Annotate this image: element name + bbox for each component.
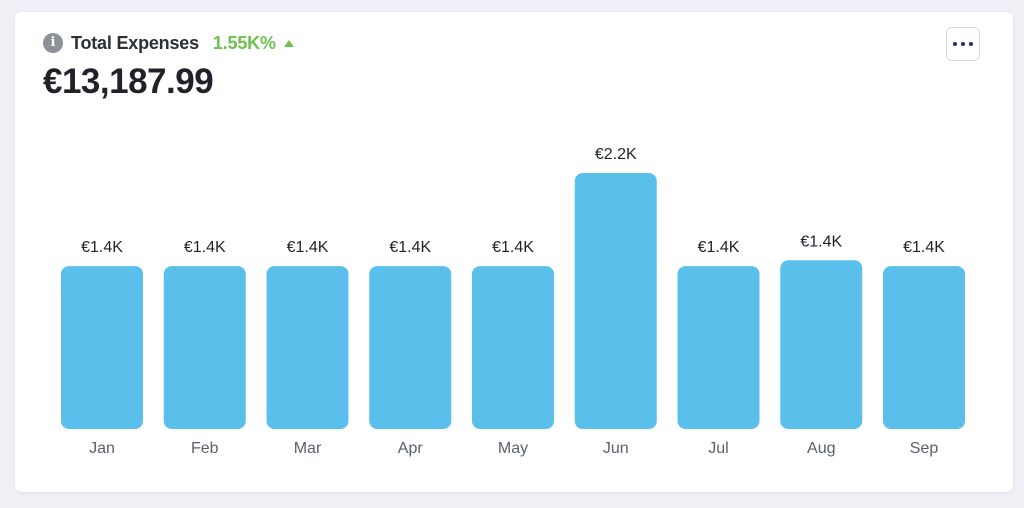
expenses-bar-chart: €1.4K Jan €1.4K Feb €1.4K Mar €1.4K Apr €1.4K May… (61, 146, 965, 457)
total-expenses-card: i Total Expenses 1.55K% €13,187.99 €1.4K… (15, 12, 1013, 492)
data-label-may: €1.4K (492, 239, 534, 256)
bar-jan[interactable] (61, 266, 143, 429)
data-label-jun: €2.2K (595, 146, 637, 163)
card-header: i Total Expenses 1.55K% (43, 30, 294, 56)
info-icon[interactable]: i (43, 33, 63, 53)
x-tick-sep: Sep (910, 440, 939, 457)
data-label-feb: €1.4K (184, 239, 226, 256)
x-tick-jul: Jul (708, 440, 728, 457)
data-label-aug: €1.4K (800, 233, 842, 250)
more-horizontal-icon (953, 42, 957, 46)
bar-feb[interactable] (163, 266, 246, 429)
trend-up-icon (283, 39, 294, 47)
bar-aug[interactable] (780, 260, 863, 429)
card-title: Total Expenses (71, 32, 199, 53)
x-tick-jan: Jan (89, 440, 115, 457)
more-dot (961, 42, 965, 46)
bar-apr[interactable] (369, 266, 452, 429)
x-tick-feb: Feb (191, 440, 219, 457)
data-label-mar: €1.4K (287, 239, 329, 256)
x-tick-apr: Apr (398, 440, 424, 457)
data-label-jul: €1.4K (698, 239, 740, 256)
bar-may[interactable] (472, 266, 554, 429)
data-label-jan: €1.4K (81, 239, 123, 256)
data-label-apr: €1.4K (389, 239, 431, 256)
bar-sep[interactable] (883, 266, 965, 429)
bar-jul[interactable] (677, 266, 760, 429)
x-tick-jun: Jun (603, 440, 629, 457)
bar-mar[interactable] (266, 266, 349, 429)
more-dot (969, 42, 973, 46)
x-tick-mar: Mar (294, 440, 322, 457)
more-options-button[interactable] (946, 27, 980, 61)
bar-jun[interactable] (574, 173, 657, 429)
data-label-sep: €1.4K (903, 239, 945, 256)
change-percent: 1.55K% (212, 32, 276, 53)
x-tick-may: May (498, 440, 528, 457)
x-tick-aug: Aug (807, 440, 835, 457)
total-amount: €13,187.99 (43, 62, 214, 101)
